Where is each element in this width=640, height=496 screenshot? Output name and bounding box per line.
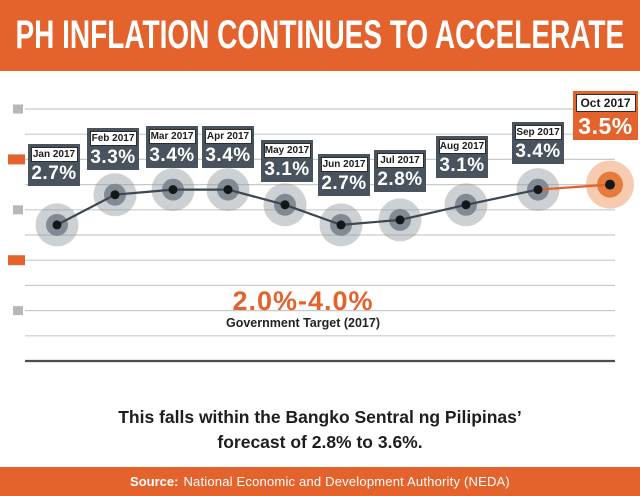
point-label-month: Aug 2017 [438,138,486,154]
data-point [533,185,543,195]
target-range-block: 2.0%-4.0% Government Target (2017) [0,287,606,330]
forecast-note-line1: This falls within the Bangko Sentral ng … [118,407,522,427]
point-label-month: Apr 2017 [204,128,252,144]
trend-line-segment [537,183,611,191]
point-label-month: Mar 2017 [148,128,196,144]
point-label-month: Sep 2017 [514,124,562,140]
data-point [280,200,290,210]
point-label-value: 3.4% [515,140,561,162]
point-label: Apr 2017 3.4% [202,126,254,168]
source-label: Source: [130,474,179,489]
point-label: Sep 2017 3.4% [512,122,564,164]
point-label-month: Jan 2017 [30,146,78,162]
axis-tick-icon [13,104,23,114]
point-label-value: 3.3% [90,146,136,168]
trend-line-segment [340,218,401,226]
axis-tick-icon [13,205,23,215]
point-label-value: 3.4% [205,144,251,166]
axis-tick-target-icon [8,255,25,266]
data-point [461,200,471,210]
source-text: National Economic and Development Author… [183,474,510,489]
axis-tick-icon [13,306,23,316]
point-label-month: Jul 2017 [376,152,424,168]
page-title: PH INFLATION CONTINUES TO ACCELERATE [15,13,625,57]
data-point [605,179,615,190]
data-point [223,185,233,195]
point-label-value: 2.7% [321,172,367,194]
point-label: Jul 2017 2.8% [374,150,426,192]
data-point [168,185,178,195]
trend-line-segment [114,188,174,196]
trend-line-segment [284,203,342,226]
target-range-label: 2.0%-4.0% [232,286,374,316]
point-label: May 2017 3.1% [261,140,313,182]
point-label-value: 2.8% [377,168,423,190]
footer-bar: Source: National Economic and Developmen… [0,467,640,496]
point-label-month: Jun 2017 [320,156,368,172]
data-point [395,215,405,225]
point-label-value: 3.1% [439,154,485,176]
point-label-month: May 2017 [263,142,311,158]
forecast-note: This falls within the Bangko Sentral ng … [0,405,640,455]
point-label: Mar 2017 3.4% [146,126,198,168]
forecast-note-line2: forecast of 2.8% to 3.6%. [217,432,423,452]
point-label: Jun 2017 2.7% [318,154,370,196]
trend-line-segment [399,203,467,221]
point-label: Feb 2017 3.3% [87,128,139,170]
target-range-caption: Government Target (2017) [226,316,380,330]
axis-tick-target-icon [8,154,25,165]
point-label: Oct 2017 3.5% [573,91,638,140]
trend-line-segment [465,188,539,206]
data-point [52,220,62,230]
point-label-month: Oct 2017 [575,93,636,112]
data-point [110,190,120,200]
point-label-value: 3.1% [264,158,310,180]
point-label-month: Feb 2017 [89,130,137,146]
point-label: Aug 2017 3.1% [436,136,488,178]
point-label-value: 3.4% [149,144,195,166]
point-label: Jan 2017 2.7% [28,144,80,186]
trend-line-segment [56,193,116,226]
point-label-value: 3.5% [578,112,633,139]
data-point [336,220,346,230]
point-label-value: 2.7% [31,162,77,184]
trend-line-segment [227,188,286,206]
header-bar: PH INFLATION CONTINUES TO ACCELERATE [0,0,640,71]
